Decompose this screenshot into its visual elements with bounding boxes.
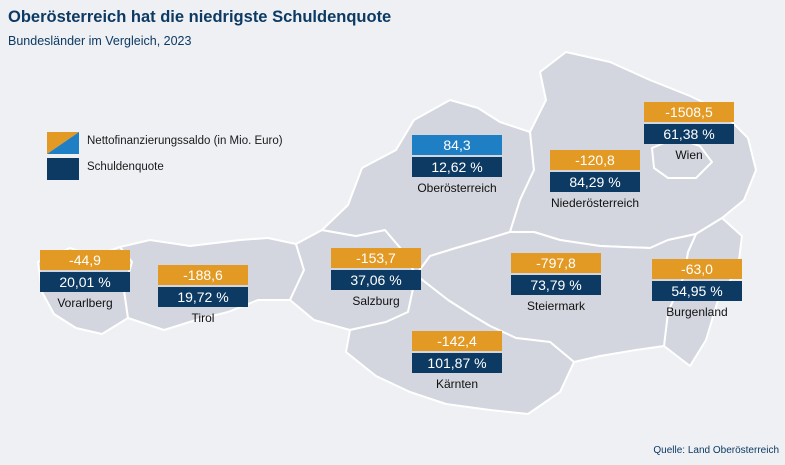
saldo-box: -142,4 (412, 331, 502, 351)
saldo-box: -153,7 (331, 248, 421, 268)
saldo-box: -188,6 (158, 265, 248, 285)
region-name: Salzburg (352, 294, 400, 308)
saldo-box: -1508,5 (644, 102, 734, 122)
region-name: Vorarlberg (57, 296, 113, 310)
region-name: Kärnten (435, 377, 479, 391)
saldo-box: -120,8 (550, 150, 640, 170)
quote-box: 19,72 % (158, 287, 248, 307)
quote-box: 84,29 % (550, 172, 640, 192)
region-name: Tirol (191, 311, 215, 325)
region-name: Oberösterreich (417, 181, 497, 195)
quote-box: 20,01 % (40, 272, 130, 292)
region-name: Wien (675, 148, 703, 162)
quote-box: 37,06 % (331, 270, 421, 290)
region-name: Niederösterreich (550, 196, 640, 210)
source-note: Quelle: Land Oberösterreich (653, 445, 779, 456)
legend-label-saldo: Nettofinanzierungssaldo (in Mio. Euro) (87, 135, 283, 147)
navy-swatch-icon (47, 158, 79, 180)
region-name: Burgenland (666, 305, 728, 319)
saldo-box: -63,0 (652, 259, 742, 279)
legend-label-quote: Schuldenquote (87, 161, 164, 173)
quote-box: 12,62 % (412, 157, 502, 177)
quote-box: 73,79 % (511, 275, 601, 295)
split-orange-blue-swatch-icon (47, 132, 79, 154)
quote-box: 101,87 % (412, 353, 502, 373)
legend-item-quote: Schuldenquote (47, 158, 347, 180)
saldo-box: 84,3 (412, 135, 502, 155)
chart-subtitle: Bundesländer im Vergleich, 2023 (8, 34, 192, 48)
saldo-box: -44,9 (40, 250, 130, 270)
saldo-box: -797,8 (511, 253, 601, 273)
legend-item-saldo: Nettofinanzierungssaldo (in Mio. Euro) (47, 132, 347, 154)
quote-box: 54,95 % (652, 281, 742, 301)
region-name: Steiermark (526, 299, 585, 313)
quote-box: 61,38 % (644, 124, 734, 144)
chart-title: Oberösterreich hat die niedrigste Schuld… (8, 8, 392, 26)
